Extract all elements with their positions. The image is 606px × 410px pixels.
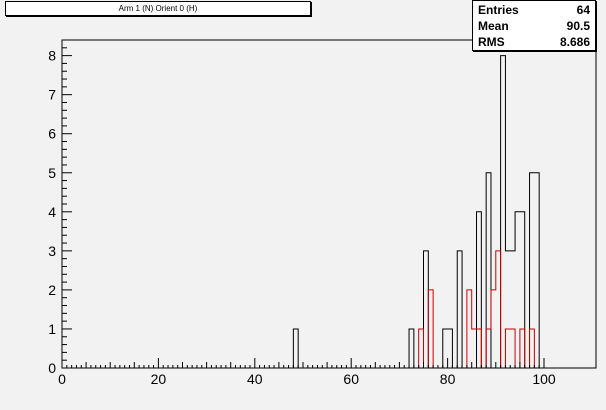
entries-label: Entries <box>478 3 519 17</box>
x-tick-label: 40 <box>247 371 263 387</box>
x-tick-label: 0 <box>58 371 66 387</box>
stats-box: Entries 64 Mean 90.5 RMS 8.686 <box>472 0 596 51</box>
x-tick-label: 60 <box>343 371 359 387</box>
axis-layer: 0 20 40 60 80 100 0 1 2 3 4 5 6 7 8 <box>48 39 596 387</box>
y-tick-label: 6 <box>48 126 56 142</box>
x-tick-label: 80 <box>440 371 456 387</box>
y-tick-label: 5 <box>48 165 56 181</box>
mean-label: Mean <box>478 19 509 33</box>
histogram-series-2 <box>62 250 544 369</box>
entries-value: 64 <box>576 3 590 17</box>
stats-row-rms: RMS 8.686 <box>478 34 590 50</box>
rms-value: 8.686 <box>559 35 590 49</box>
y-tick-label: 8 <box>48 48 56 64</box>
y-tick-label: 4 <box>48 204 56 220</box>
y-tick-label: 1 <box>48 321 56 337</box>
plot-frame <box>61 39 597 369</box>
y-tick-label: 3 <box>48 243 56 259</box>
rms-label: RMS <box>478 35 505 49</box>
x-tick-label: 100 <box>532 371 556 387</box>
histogram-title: Arm 1 (N) Orient 0 (H) <box>5 1 311 16</box>
stats-row-entries: Entries 64 <box>478 2 590 18</box>
y-tick-label: 0 <box>48 360 56 376</box>
y-tick-label: 2 <box>48 282 56 298</box>
x-tick-label: 20 <box>151 371 167 387</box>
y-tick-label: 7 <box>48 87 56 103</box>
stats-row-mean: Mean 90.5 <box>478 18 590 34</box>
mean-value: 90.5 <box>566 19 590 33</box>
